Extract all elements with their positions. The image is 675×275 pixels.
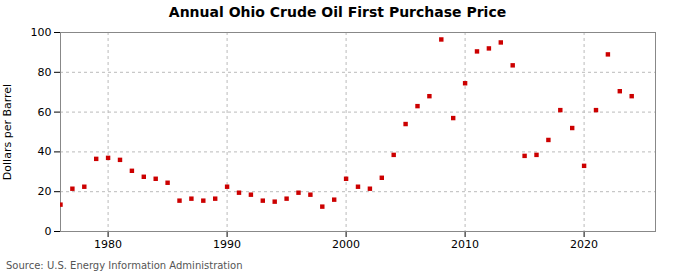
svg-text:1990: 1990 [213, 238, 241, 251]
html-text:Source: U.S. Energy Informatio: Source: U.S. Energy Information Administ… [6, 260, 243, 271]
svg-text:Dollars per Barrel: Dollars per Barrel [1, 84, 14, 180]
svg-text:2000: 2000 [332, 238, 360, 251]
svg-text:2020: 2020 [570, 238, 598, 251]
svg-text:60: 60 [38, 106, 52, 119]
html-text:Annual Ohio Crude Oil First Pu: Annual Ohio Crude Oil First Purchase Pri… [168, 4, 507, 20]
svg-text:2010: 2010 [451, 238, 479, 251]
svg-text:0: 0 [45, 225, 52, 238]
svg-text:20: 20 [38, 185, 52, 198]
svg-text:40: 40 [38, 145, 52, 158]
svg-text:1980: 1980 [94, 238, 122, 251]
svg-text:100: 100 [31, 26, 52, 39]
svg-text:80: 80 [38, 66, 52, 79]
